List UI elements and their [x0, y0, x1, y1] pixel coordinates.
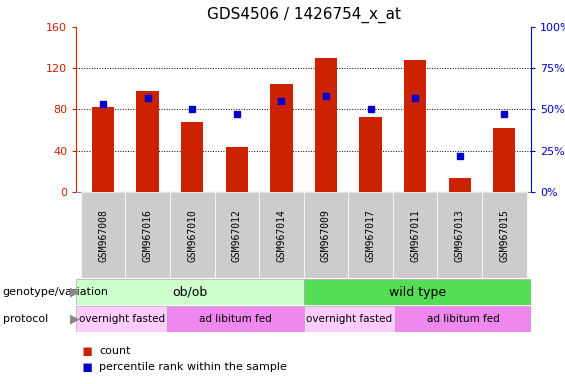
Bar [92, 108, 114, 192]
Bar [259, 192, 304, 278]
Bar [81, 192, 125, 278]
Text: percentile rank within the sample: percentile rank within the sample [99, 362, 287, 372]
Text: ad libitum fed: ad libitum fed [427, 314, 499, 324]
Bar [304, 306, 395, 332]
Text: ad libitum fed: ad libitum fed [199, 314, 272, 324]
Text: overnight fasted: overnight fasted [306, 314, 392, 324]
Bar [125, 192, 170, 278]
Bar [359, 117, 382, 192]
Bar [181, 122, 203, 192]
Text: GSM967009: GSM967009 [321, 209, 331, 262]
Text: GSM967013: GSM967013 [455, 209, 465, 262]
Text: GSM967010: GSM967010 [187, 209, 197, 262]
Text: count: count [99, 346, 131, 356]
Text: GSM967016: GSM967016 [142, 209, 153, 262]
Bar [304, 192, 348, 278]
Text: ob/ob: ob/ob [172, 286, 207, 299]
Text: GSM967008: GSM967008 [98, 209, 108, 262]
Text: GSM967014: GSM967014 [276, 209, 286, 262]
Bar [167, 306, 304, 332]
Bar [404, 60, 427, 192]
Bar [315, 58, 337, 192]
Bar [394, 306, 531, 332]
Text: GSM967015: GSM967015 [499, 209, 509, 262]
Bar [137, 91, 159, 192]
Title: GDS4506 / 1426754_x_at: GDS4506 / 1426754_x_at [207, 7, 401, 23]
Bar [493, 128, 515, 192]
Text: genotype/variation: genotype/variation [3, 287, 109, 297]
Bar [76, 306, 167, 332]
Text: ▪: ▪ [82, 359, 93, 376]
Bar [304, 279, 531, 305]
Text: protocol: protocol [3, 314, 48, 324]
Text: GSM967012: GSM967012 [232, 209, 242, 262]
Text: ▶: ▶ [69, 286, 79, 299]
Bar [449, 177, 471, 192]
Text: ▶: ▶ [69, 313, 79, 326]
Bar [270, 84, 293, 192]
Text: ▪: ▪ [82, 343, 93, 360]
Text: overnight fasted: overnight fasted [79, 314, 165, 324]
Bar [170, 192, 215, 278]
Bar [393, 192, 437, 278]
Bar [76, 279, 304, 305]
Bar [482, 192, 527, 278]
Bar [215, 192, 259, 278]
Bar [225, 147, 248, 192]
Bar [348, 192, 393, 278]
Bar [437, 192, 482, 278]
Text: GSM967011: GSM967011 [410, 209, 420, 262]
Text: wild type: wild type [389, 286, 446, 299]
Text: GSM967017: GSM967017 [366, 209, 376, 262]
